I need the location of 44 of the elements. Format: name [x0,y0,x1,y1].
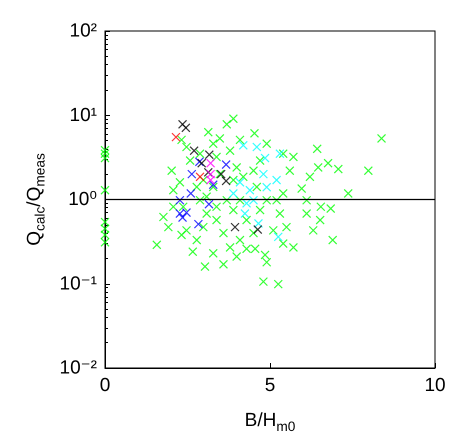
point [181,123,190,132]
point [262,182,272,192]
point [235,178,245,187]
y-tick-label: 10¹ [70,104,97,126]
point [208,180,218,190]
point [195,172,205,182]
point [248,196,258,205]
y-tick-label: 10² [70,20,97,42]
point [258,170,268,179]
point [190,146,199,156]
y-tick-label: 10⁻¹ [60,273,97,294]
point [194,157,204,166]
point [222,160,231,170]
point [222,176,231,186]
point [238,140,248,150]
point [254,218,264,228]
point [171,132,181,142]
point [272,175,282,185]
point [228,188,238,198]
point [187,170,196,179]
point [178,120,188,129]
point [275,149,284,158]
y-axis-title: Qcalc/Qmeas [24,153,48,246]
point [197,158,206,168]
point [186,188,196,198]
point [175,209,185,218]
point [245,186,254,195]
point [260,154,270,163]
x-tick-label: 5 [264,375,276,396]
x-tick-label: 0 [100,375,110,396]
point [194,220,203,229]
point [175,196,185,205]
point [178,212,188,222]
point [253,224,262,234]
point [204,150,214,160]
y-tick-label: 10⁻² [60,358,97,378]
point [204,168,213,177]
point [182,208,192,218]
point [274,232,283,242]
point [230,222,240,232]
y-tick-label: 10⁰ [68,189,97,210]
point [252,142,262,152]
point [204,200,214,209]
x-tick-label: 10 [424,375,446,396]
